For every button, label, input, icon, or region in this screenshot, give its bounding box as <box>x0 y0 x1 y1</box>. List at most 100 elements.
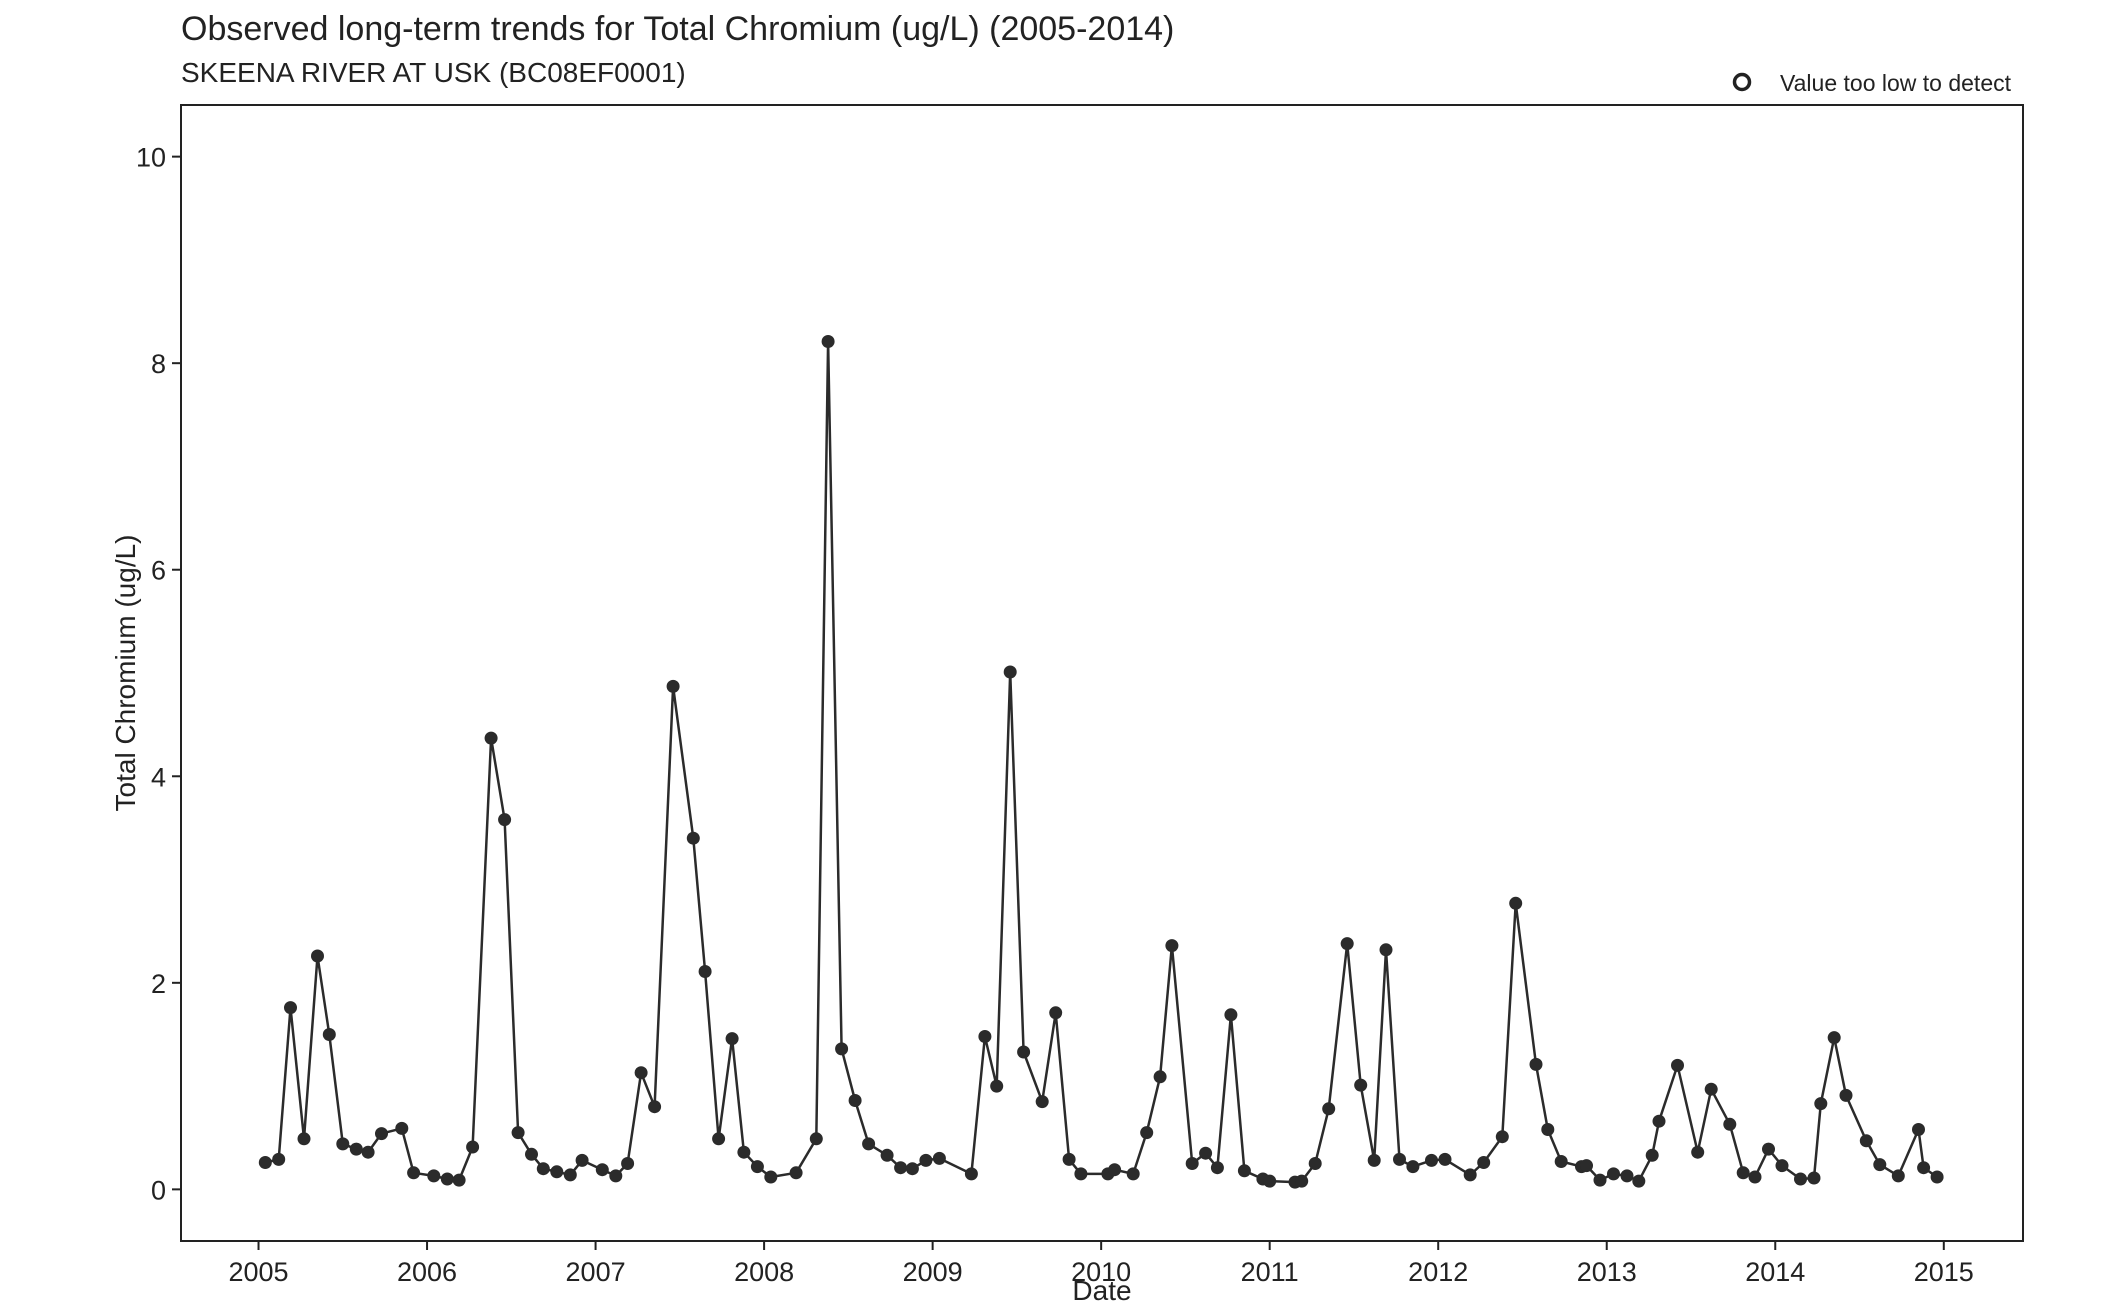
x-axis-title: Date <box>1072 1275 1131 1306</box>
data-point <box>1554 1155 1568 1168</box>
data-point <box>1049 1006 1063 1020</box>
data-point <box>498 813 512 827</box>
data-point <box>311 949 324 963</box>
data-point <box>621 1157 635 1170</box>
data-point <box>1062 1152 1076 1166</box>
data-point <box>1607 1167 1620 1181</box>
chart-title: Observed long-term trends for Total Chro… <box>181 10 1174 48</box>
data-point <box>809 1132 823 1146</box>
data-point <box>1017 1045 1031 1059</box>
data-point <box>1671 1058 1684 1072</box>
data-point <box>1237 1164 1251 1178</box>
data-point <box>297 1132 311 1146</box>
data-point <box>1165 939 1179 953</box>
data-point <box>1691 1145 1705 1159</box>
data-point <box>862 1137 876 1151</box>
data-point <box>919 1153 933 1167</box>
data-point <box>550 1165 564 1179</box>
data-point <box>1912 1123 1925 1136</box>
x-tick-label: 2009 <box>903 1257 963 1287</box>
data-point <box>1748 1170 1762 1184</box>
data-point <box>990 1079 1004 1093</box>
data-point <box>452 1173 466 1187</box>
data-point <box>1891 1169 1905 1183</box>
data-point <box>764 1170 778 1184</box>
data-point <box>563 1168 577 1182</box>
data-point <box>1529 1057 1543 1071</box>
data-point <box>511 1126 525 1140</box>
data-point <box>1580 1159 1593 1173</box>
data-point <box>336 1137 350 1151</box>
data-point <box>395 1121 409 1135</box>
data-point <box>1917 1161 1931 1175</box>
data-point <box>1003 665 1017 679</box>
legend-label: Value too low to detect <box>1780 70 2012 96</box>
data-point <box>1620 1169 1634 1183</box>
data-point <box>427 1169 441 1183</box>
data-point <box>737 1145 751 1159</box>
x-tick-label: 2008 <box>734 1257 794 1287</box>
series-layer <box>258 335 1944 1189</box>
data-point <box>1807 1171 1821 1185</box>
y-tick-label: 6 <box>151 556 166 586</box>
data-point <box>272 1152 286 1166</box>
data-point <box>666 679 680 693</box>
y-tick-label: 0 <box>151 1175 166 1205</box>
data-point <box>978 1030 992 1043</box>
data-point <box>712 1132 726 1146</box>
data-point <box>1224 1008 1238 1022</box>
data-point <box>1340 937 1354 951</box>
data-point <box>686 831 700 845</box>
data-point <box>1814 1097 1828 1111</box>
data-point <box>609 1169 623 1183</box>
series-line <box>265 340 1938 1184</box>
data-point <box>848 1094 862 1107</box>
data-point <box>440 1172 454 1186</box>
data-point <box>894 1161 908 1175</box>
data-point <box>1477 1156 1491 1169</box>
data-point <box>1393 1152 1406 1166</box>
data-point <box>1406 1160 1420 1174</box>
data-point <box>1322 1102 1336 1116</box>
data-point <box>1704 1082 1718 1096</box>
data-point <box>484 731 498 745</box>
plot-panel <box>180 104 2024 1242</box>
data-point <box>1541 1123 1555 1136</box>
data-point <box>964 1167 978 1181</box>
data-point <box>322 1028 336 1041</box>
data-point <box>375 1127 388 1141</box>
x-tick-label: 2010 <box>1071 1257 1131 1287</box>
data-point <box>466 1140 480 1154</box>
data-point <box>1762 1142 1775 1156</box>
data-point <box>536 1162 550 1176</box>
data-point <box>835 1042 849 1056</box>
data-point <box>1593 1173 1607 1187</box>
x-tick-label: 2014 <box>1745 1257 1805 1287</box>
data-point <box>1509 896 1523 910</box>
data-point <box>1379 943 1393 957</box>
legend-open-circle-icon <box>1732 72 1752 92</box>
data-point <box>1873 1158 1887 1172</box>
data-point <box>1839 1088 1853 1102</box>
data-point <box>349 1142 363 1156</box>
data-point <box>1367 1153 1381 1167</box>
data-point <box>1199 1146 1213 1160</box>
data-point <box>407 1166 421 1180</box>
data-point <box>1263 1174 1277 1188</box>
data-point <box>1108 1163 1122 1177</box>
data-point <box>284 1001 297 1015</box>
data-point <box>1308 1157 1322 1170</box>
data-point <box>1736 1166 1750 1180</box>
x-tick-label: 2013 <box>1577 1257 1637 1287</box>
data-point <box>1463 1168 1477 1182</box>
data-point <box>698 965 712 978</box>
x-tick-label: 2015 <box>1914 1257 1974 1287</box>
y-tick-label: 10 <box>136 143 166 173</box>
data-point <box>525 1147 538 1161</box>
data-point <box>1723 1117 1737 1131</box>
data-point <box>1425 1153 1438 1167</box>
data-point <box>1794 1172 1807 1186</box>
x-tick-label: 2007 <box>566 1257 626 1287</box>
x-tick-label: 2005 <box>228 1257 288 1287</box>
data-point <box>1126 1167 1140 1181</box>
